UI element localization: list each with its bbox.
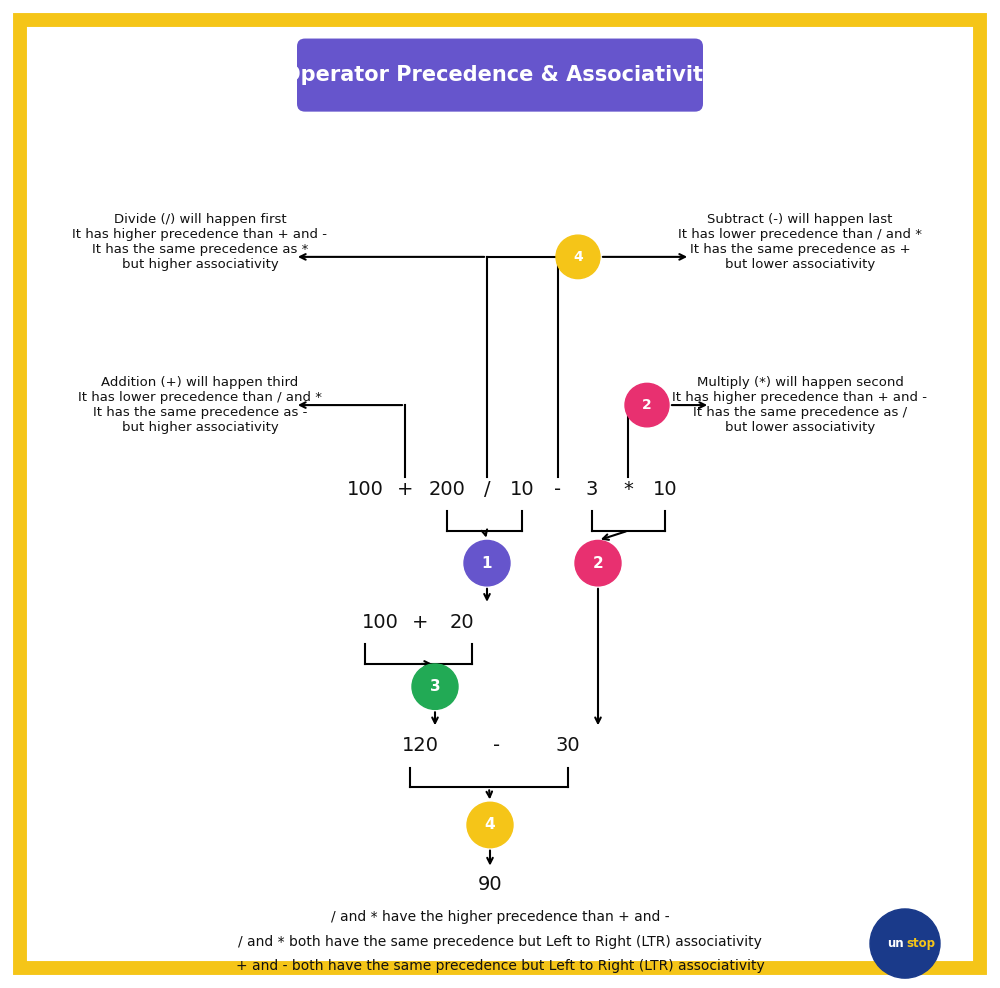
Circle shape — [575, 540, 621, 586]
Text: 90: 90 — [478, 874, 502, 894]
Text: 120: 120 — [402, 736, 438, 756]
Text: / and * have the higher precedence than + and -: / and * have the higher precedence than … — [331, 910, 669, 924]
Text: Addition (+) will happen third
It has lower precedence than / and *
It has the s: Addition (+) will happen third It has lo… — [78, 376, 322, 434]
Text: 3: 3 — [430, 679, 440, 695]
Circle shape — [556, 235, 600, 279]
Text: -: - — [493, 736, 501, 756]
Text: 2: 2 — [642, 398, 652, 412]
Text: 1: 1 — [482, 555, 492, 571]
FancyBboxPatch shape — [20, 20, 980, 968]
Text: Multiply (*) will happen second
It has higher precedence than + and -
It has the: Multiply (*) will happen second It has h… — [672, 376, 928, 434]
Text: Divide (/) will happen first
It has higher precedence than + and -
It has the sa: Divide (/) will happen first It has high… — [72, 213, 328, 271]
Circle shape — [870, 909, 940, 978]
Text: 4: 4 — [485, 817, 495, 833]
Text: 100: 100 — [362, 613, 398, 632]
FancyBboxPatch shape — [297, 39, 703, 112]
Text: 100: 100 — [347, 479, 383, 499]
Text: stop: stop — [906, 937, 936, 950]
Circle shape — [467, 802, 513, 848]
Text: 3: 3 — [586, 479, 598, 499]
Text: Subtract (-) will happen last
It has lower precedence than / and *
It has the sa: Subtract (-) will happen last It has low… — [678, 213, 922, 271]
Text: 10: 10 — [510, 479, 534, 499]
Circle shape — [625, 383, 669, 427]
Text: 30: 30 — [556, 736, 580, 756]
Text: +: + — [397, 479, 413, 499]
Text: 4: 4 — [573, 250, 583, 264]
Text: -: - — [554, 479, 562, 499]
Text: un: un — [887, 937, 903, 950]
Text: 20: 20 — [450, 613, 474, 632]
Text: 10: 10 — [653, 479, 677, 499]
Text: + and - both have the same precedence but Left to Right (LTR) associativity: + and - both have the same precedence bu… — [236, 959, 764, 973]
Text: 2: 2 — [593, 555, 603, 571]
Text: /: / — [484, 479, 490, 499]
Text: *: * — [623, 479, 633, 499]
Circle shape — [412, 664, 458, 709]
Text: 200: 200 — [429, 479, 465, 499]
Circle shape — [464, 540, 510, 586]
Text: +: + — [412, 613, 428, 632]
Text: Operator Precedence & Associativity: Operator Precedence & Associativity — [283, 65, 717, 85]
Text: / and * both have the same precedence but Left to Right (LTR) associativity: / and * both have the same precedence bu… — [238, 935, 762, 948]
